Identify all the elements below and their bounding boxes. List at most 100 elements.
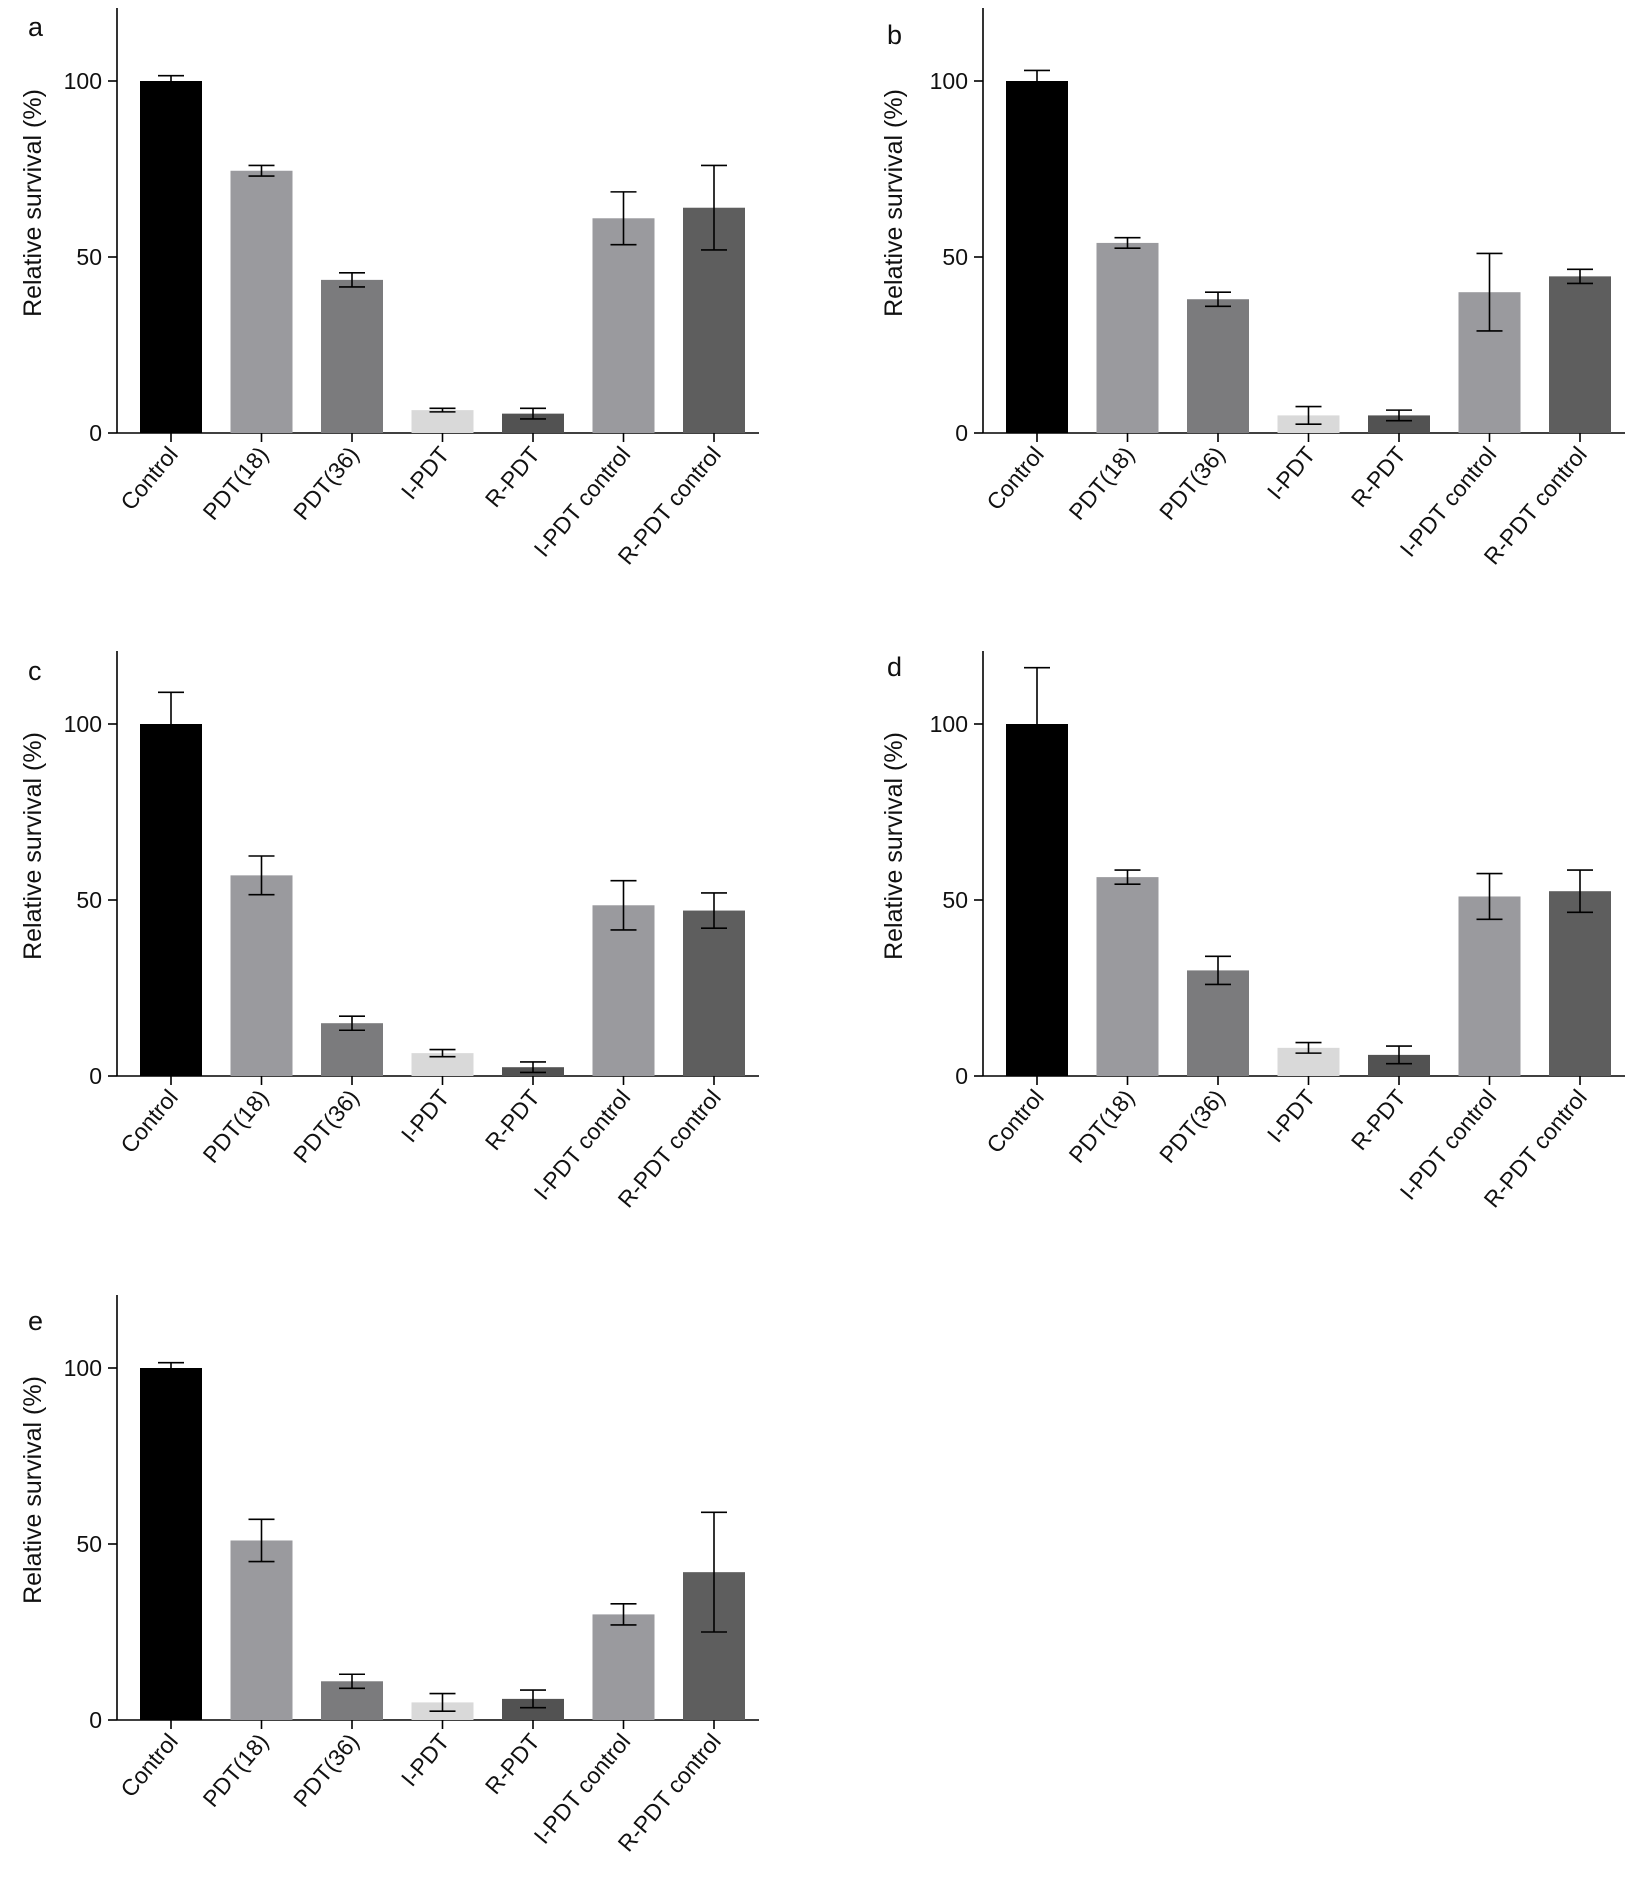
error-bar [701, 164, 727, 251]
bar [592, 1614, 655, 1720]
x-tick-label: PDT(18) [1064, 1085, 1140, 1168]
x-tick-label: PDT(18) [1064, 442, 1140, 525]
x-tick-label: I-PDT [1262, 1085, 1321, 1148]
bar [1006, 724, 1068, 1076]
error-bar [158, 1361, 184, 1375]
error-bar [1386, 409, 1412, 422]
x-tick-label: R-PDT [1346, 1085, 1411, 1156]
bar [1096, 877, 1159, 1076]
error-bar [429, 1048, 456, 1058]
x-tick-label: I-PDT [396, 442, 455, 505]
error-bar [339, 1673, 365, 1690]
error-bar [1567, 869, 1593, 914]
y-axis-label: Relative survival (%) [880, 732, 908, 960]
bar [1006, 81, 1068, 433]
error-bar [610, 879, 637, 931]
bar [411, 410, 474, 433]
y-tick-label: 0 [89, 1707, 102, 1733]
x-tick-label: PDT(36) [1154, 1085, 1230, 1168]
y-tick-label: 0 [955, 1063, 968, 1089]
error-bar [158, 74, 184, 88]
error-bar [520, 1061, 546, 1074]
bar [411, 1053, 474, 1076]
error-bar [1386, 1045, 1412, 1065]
x-tick-label: Control [115, 1729, 183, 1803]
error-bar [1476, 872, 1503, 921]
panel-d: d Relative survival (%) 0 50 100 Control PDT(1… [880, 651, 1625, 1213]
panel-b: b Relative survival (%) 0 50 100 Control PDT(1… [880, 8, 1625, 570]
bar [502, 1698, 564, 1720]
error-bar [248, 1518, 275, 1563]
bar [1187, 299, 1249, 433]
error-bar [248, 855, 275, 896]
bar [1187, 970, 1249, 1076]
x-tick-label: PDT(18) [198, 1729, 274, 1812]
x-tick-label: I-PDT [396, 1085, 455, 1148]
y-tick-label: 0 [89, 420, 102, 446]
error-bar [1024, 69, 1050, 93]
x-tick-label: R-PDT [480, 1729, 545, 1800]
x-tick-label: I-PDT [396, 1729, 455, 1792]
error-bar [1476, 252, 1503, 332]
bar [321, 279, 383, 433]
x-tick-label: R-PDT [480, 442, 545, 513]
x-tick-label: PDT(36) [1154, 442, 1230, 525]
bar [683, 910, 745, 1076]
x-tick-label: PDT(18) [198, 1085, 274, 1168]
x-tick-label: R-PDT [480, 1085, 545, 1156]
error-bar [1114, 236, 1141, 249]
error-bar [520, 407, 546, 420]
x-tick-label: R-PDT [1346, 442, 1411, 513]
bar [502, 413, 564, 433]
error-bar [429, 407, 456, 413]
y-axis-label: Relative survival (%) [19, 732, 47, 960]
error-bar [1024, 666, 1050, 782]
panel-letter: a [28, 12, 44, 42]
y-tick-label: 100 [64, 711, 102, 737]
panel-a: a Relative survival (%) 0 50 100 Control PDT(1… [19, 8, 759, 570]
bar [1368, 1054, 1430, 1076]
error-bar [339, 272, 365, 288]
x-tick-label: Control [115, 442, 183, 516]
y-axis-label: Relative survival (%) [880, 89, 908, 317]
bar [1549, 891, 1611, 1076]
bar [140, 1368, 202, 1720]
panel-letter: c [28, 656, 42, 686]
bar [321, 1023, 383, 1076]
panel-letter: e [28, 1306, 43, 1336]
y-axis-label: Relative survival (%) [19, 1376, 47, 1604]
bar [140, 81, 202, 433]
y-tick-label: 100 [930, 711, 968, 737]
error-bar [248, 164, 275, 177]
bar [140, 724, 202, 1076]
panel-letter: d [887, 652, 902, 682]
panel-e: e Relative survival (%) 0 50 100 Control PDT(1… [19, 1295, 759, 1857]
y-tick-label: 100 [930, 68, 968, 94]
y-tick-label: 50 [942, 244, 968, 270]
bar [1368, 415, 1430, 433]
x-tick-label: Control [981, 442, 1049, 516]
error-bar [339, 1015, 365, 1032]
error-bar [520, 1689, 546, 1709]
bar [1458, 896, 1521, 1076]
y-tick-label: 0 [955, 420, 968, 446]
y-tick-label: 50 [942, 887, 968, 913]
y-tick-label: 50 [76, 244, 102, 270]
x-tick-label: I-PDT [1262, 442, 1321, 505]
error-bar [1567, 268, 1593, 285]
error-bar [1205, 291, 1231, 308]
bar [230, 170, 293, 433]
error-bar [610, 191, 637, 246]
y-tick-label: 0 [89, 1063, 102, 1089]
y-tick-label: 50 [76, 887, 102, 913]
x-tick-label: PDT(36) [288, 1085, 364, 1168]
x-tick-label: Control [115, 1085, 183, 1159]
error-bar [1114, 869, 1141, 885]
error-bar [610, 1603, 637, 1626]
y-axis-label: Relative survival (%) [19, 89, 47, 317]
bar [592, 218, 655, 433]
x-tick-label: PDT(18) [198, 442, 274, 525]
bar [592, 905, 655, 1076]
error-bar [701, 1511, 727, 1633]
error-bar [701, 892, 727, 929]
